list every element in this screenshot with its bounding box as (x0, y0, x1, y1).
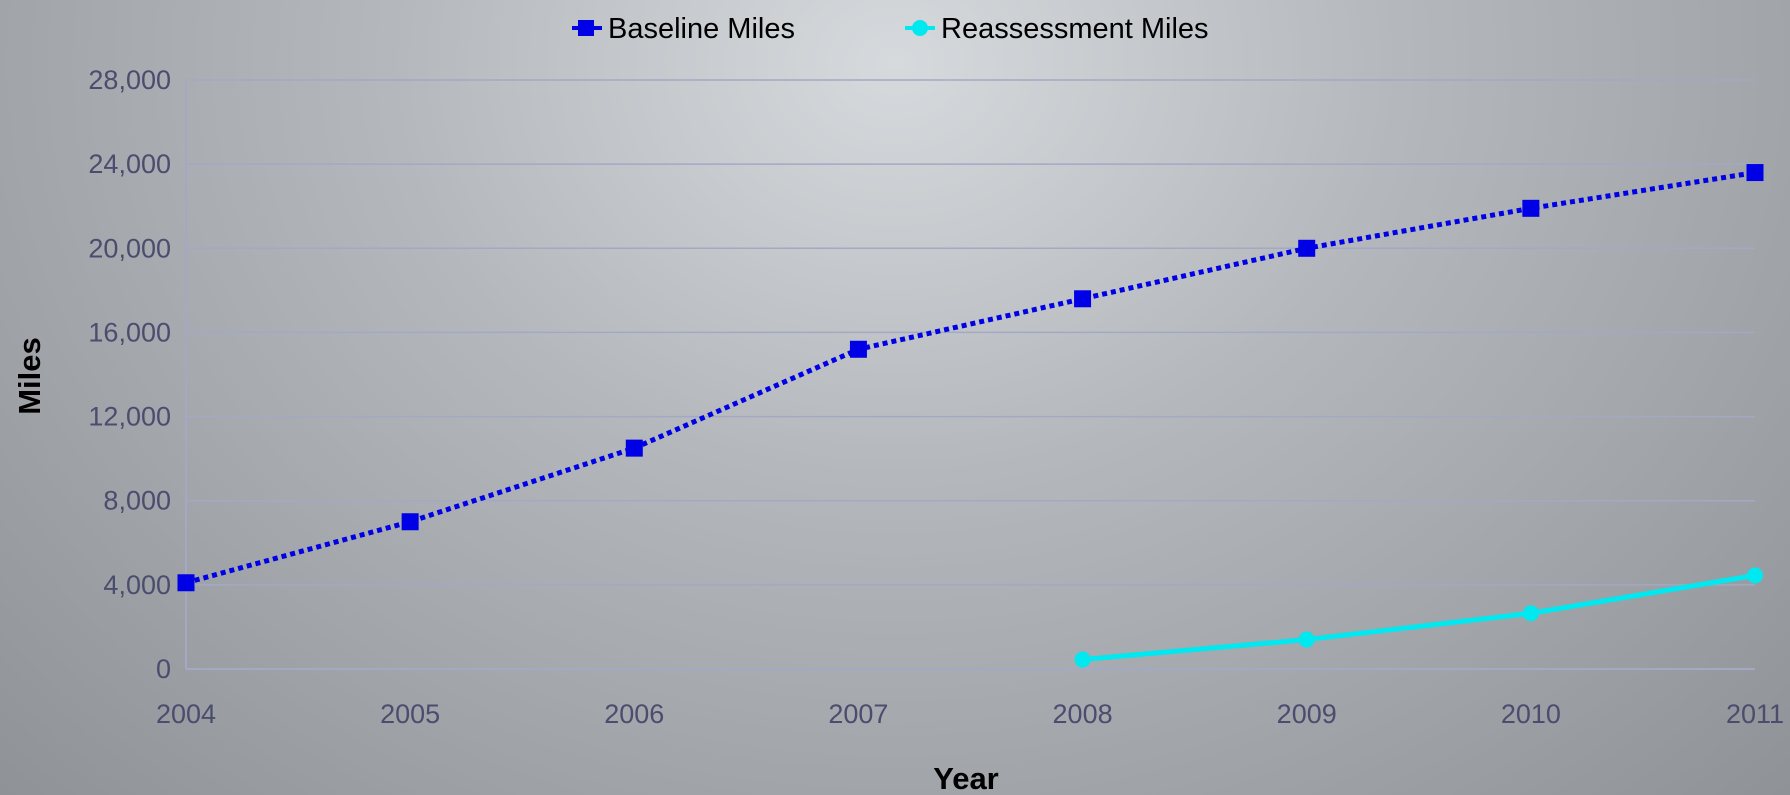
y-tick-label: 8,000 (103, 486, 171, 516)
series-line (1082, 572, 1756, 663)
x-tick-label: 2011 (1726, 699, 1784, 729)
legend-item-0: Baseline Miles (572, 13, 795, 45)
x-tick-label: 2006 (604, 699, 664, 729)
y-tick-label: 28,000 (88, 65, 171, 95)
data-point-marker (1746, 164, 1764, 182)
legend-marker (912, 20, 928, 36)
data-point-marker (1298, 631, 1315, 648)
legend-item-1: Reassessment Miles (905, 13, 1209, 45)
legend-marker (578, 20, 594, 36)
series-layer (177, 164, 1764, 668)
y-axis-ticks: 0 4,000 8,000 12,000 16,000 20,000 24,000 28,00… (88, 65, 171, 684)
y-tick-label: 12,000 (88, 402, 171, 432)
series-1 (1074, 567, 1763, 668)
data-point-marker (1747, 567, 1763, 584)
data-point-marker (1522, 199, 1540, 217)
y-tick-label: 0 (156, 654, 171, 684)
grid-lines (186, 79, 1755, 586)
y-tick-label: 24,000 (88, 149, 171, 179)
y-tick-label: 4,000 (103, 570, 171, 600)
legend-label: Baseline Miles (608, 13, 795, 45)
x-tick-label: 2010 (1501, 699, 1561, 729)
data-point-marker (177, 574, 195, 592)
data-point-marker (401, 513, 419, 531)
series-line (185, 170, 1756, 586)
legend: Baseline Miles Reassessment Miles (572, 13, 1209, 45)
y-axis-title: Miles (12, 337, 47, 415)
data-point-marker (1522, 605, 1539, 622)
series-0 (177, 164, 1764, 592)
axes (185, 80, 1755, 670)
x-tick-label: 2004 (156, 699, 216, 729)
data-point-marker (1298, 239, 1316, 257)
data-point-marker (849, 340, 867, 358)
legend-label: Reassessment Miles (941, 13, 1209, 45)
x-tick-label: 2007 (828, 699, 888, 729)
y-tick-label: 16,000 (88, 317, 171, 347)
data-point-marker (1074, 651, 1091, 668)
y-tick-label: 20,000 (88, 233, 171, 263)
data-point-marker (1074, 290, 1092, 308)
x-tick-label: 2005 (380, 699, 440, 729)
x-axis-ticks: 2004 2005 2006 2007 2008 2009 2010 2011 (156, 699, 1784, 729)
x-tick-label: 2008 (1053, 699, 1113, 729)
x-tick-label: 2009 (1277, 699, 1337, 729)
x-axis-title: Year (933, 761, 999, 795)
data-point-marker (625, 439, 643, 457)
